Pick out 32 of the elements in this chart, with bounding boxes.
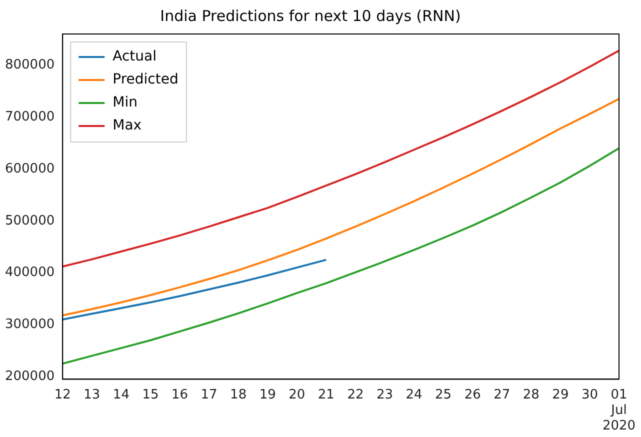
x-tick-label: 20 bbox=[288, 387, 306, 402]
legend-label: Actual bbox=[112, 48, 156, 65]
chart-title: India Predictions for next 10 days (RNN) bbox=[160, 6, 461, 25]
x-tick-label: 23 bbox=[376, 387, 394, 402]
x-tick-label: 14 bbox=[112, 387, 130, 402]
x-tick-label: 16 bbox=[171, 387, 188, 402]
x-tick-label: 26 bbox=[464, 387, 481, 402]
legend-label: Min bbox=[112, 94, 138, 111]
legend-label: Max bbox=[112, 118, 142, 134]
x-tick-label: 22 bbox=[347, 387, 364, 402]
y-tick-label: 400000 bbox=[4, 265, 55, 280]
x-tick-label: 13 bbox=[84, 387, 100, 402]
x-tick-label: 17 bbox=[200, 387, 218, 402]
x-tick-label: 18 bbox=[230, 387, 247, 402]
y-tick-label: 500000 bbox=[4, 213, 55, 228]
y-tick-label: 600000 bbox=[4, 161, 55, 176]
x-tick-label: 27 bbox=[494, 387, 510, 402]
y-tick-label: 300000 bbox=[4, 317, 55, 332]
x-tick-label: 01 Jul 2020 bbox=[602, 387, 636, 434]
x-tick-label: 19 bbox=[259, 387, 276, 402]
legend-label: Predicted bbox=[112, 72, 178, 88]
x-tick-label: 21 bbox=[318, 387, 334, 402]
y-tick-label: 200000 bbox=[4, 368, 55, 384]
y-tick-label: 800000 bbox=[4, 58, 55, 73]
x-tick-label: 28 bbox=[522, 387, 540, 402]
x-tick-label: 24 bbox=[406, 387, 422, 402]
y-tick-label: 700000 bbox=[4, 109, 55, 124]
x-tick-label: 29 bbox=[552, 387, 569, 402]
x-tick-label: 25 bbox=[435, 387, 452, 402]
x-tick-label: 15 bbox=[142, 387, 159, 402]
x-tick-label: 30 bbox=[581, 387, 598, 402]
x-tick-label: 12 bbox=[54, 387, 71, 402]
